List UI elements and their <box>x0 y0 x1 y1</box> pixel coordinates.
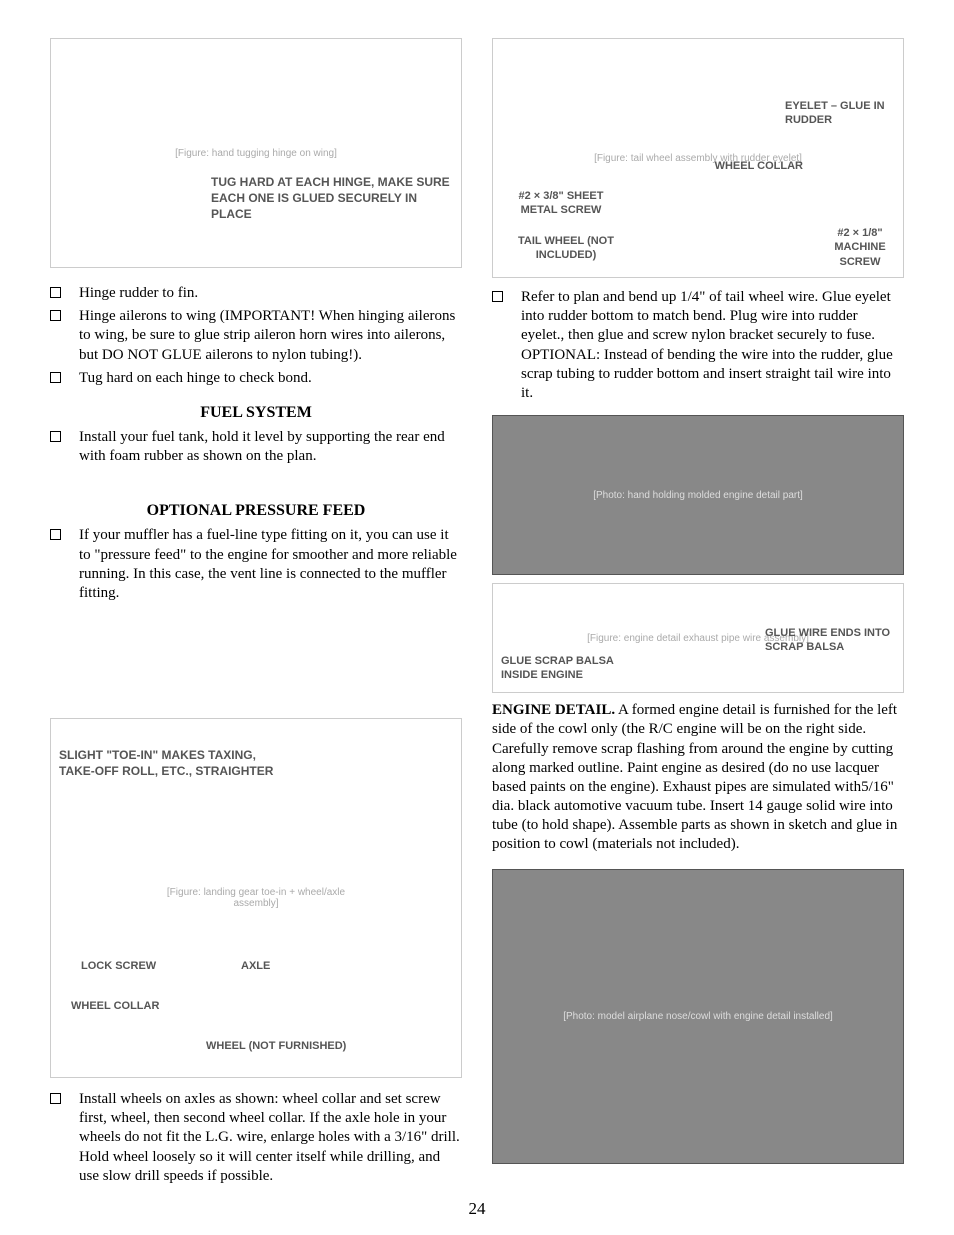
engine-detail-bold: ENGINE DETAIL. <box>492 702 615 718</box>
figure-label: WHEEL (NOT FURNISHED) <box>206 1039 346 1053</box>
checklist-item: Hinge ailerons to wing (IMPORTANT! When … <box>50 307 462 365</box>
heading-pressure-feed: OPTIONAL PRESSURE FEED <box>50 502 462 520</box>
checklist-item: Hinge rudder to fin. <box>50 284 462 303</box>
photo-engine-part: [Photo: hand holding molded engine detai… <box>492 415 904 575</box>
figure-label: TAIL WHEEL (NOT INCLUDED) <box>501 234 631 263</box>
checkbox-icon <box>50 310 61 321</box>
figure-hinge-tug: [Figure: hand tugging hinge on wing] TUG… <box>50 38 462 268</box>
checklist-item: Tug hard on each hinge to check bond. <box>50 369 462 388</box>
figure-label: LOCK SCREW <box>81 959 156 973</box>
checklist-item: Install your fuel tank, hold it level by… <box>50 428 462 466</box>
engine-detail-text: A formed engine detail is furnished for … <box>492 702 897 852</box>
figure-label: #2 × 3/8" SHEET METAL SCREW <box>501 189 621 218</box>
figure-label: AXLE <box>241 959 270 973</box>
checklist-text: If your muffler has a fuel-line type fit… <box>79 526 462 603</box>
checklist-item: Refer to plan and bend up 1/4" of tail w… <box>492 288 904 403</box>
checkbox-icon <box>492 291 503 302</box>
figure-placeholder: [Photo: model airplane nose/cowl with en… <box>563 1011 833 1022</box>
figure-label: #2 × 1/8" MACHINE SCREW <box>825 226 895 269</box>
figure-label: GLUE SCRAP BALSA INSIDE ENGINE <box>501 654 631 683</box>
checklist-text: Tug hard on each hinge to check bond. <box>79 369 462 388</box>
left-column: [Figure: hand tugging hinge on wing] TUG… <box>50 38 462 1188</box>
page-number: 24 <box>0 1199 954 1219</box>
figure-label: EYELET – GLUE IN RUDDER <box>785 99 895 128</box>
figure-label: WHEEL COLLAR <box>715 159 803 173</box>
checklist-item: Install wheels on axles as shown: wheel … <box>50 1090 462 1186</box>
photo-finished-cowl: [Photo: model airplane nose/cowl with en… <box>492 869 904 1164</box>
checklist-text: Install wheels on axles as shown: wheel … <box>79 1090 462 1186</box>
figure-landing-gear: SLIGHT "TOE-IN" MAKES TAXING, TAKE-OFF R… <box>50 718 462 1078</box>
figure-placeholder: [Photo: hand holding molded engine detai… <box>593 490 803 501</box>
checklist-text: Install your fuel tank, hold it level by… <box>79 428 462 466</box>
checklist-text: Hinge rudder to fin. <box>79 284 462 303</box>
figure-caption: TUG HARD AT EACH HINGE, MAKE SURE EACH O… <box>211 174 451 223</box>
figure-tail-wheel: EYELET – GLUE IN RUDDER WHEEL COLLAR #2 … <box>492 38 904 278</box>
checkbox-icon <box>50 1093 61 1104</box>
figure-label: WHEEL COLLAR <box>71 999 159 1013</box>
figure-label: GLUE WIRE ENDS INTO SCRAP BALSA <box>765 626 895 655</box>
checkbox-icon <box>50 431 61 442</box>
figure-placeholder: [Figure: hand tugging hinge on wing] <box>175 148 337 159</box>
two-column-layout: [Figure: hand tugging hinge on wing] TUG… <box>50 38 904 1188</box>
checklist-item: If your muffler has a fuel-line type fit… <box>50 526 462 603</box>
figure-engine-wire-detail: GLUE WIRE ENDS INTO SCRAP BALSA GLUE SCR… <box>492 583 904 693</box>
engine-detail-paragraph: ENGINE DETAIL. A formed engine detail is… <box>492 701 904 855</box>
checkbox-icon <box>50 529 61 540</box>
checklist-text: Refer to plan and bend up 1/4" of tail w… <box>521 288 904 403</box>
right-column: EYELET – GLUE IN RUDDER WHEEL COLLAR #2 … <box>492 38 904 1188</box>
heading-fuel-system: FUEL SYSTEM <box>50 404 462 422</box>
page: [Figure: hand tugging hinge on wing] TUG… <box>0 0 954 1235</box>
checkbox-icon <box>50 287 61 298</box>
checkbox-icon <box>50 372 61 383</box>
checklist-text: Hinge ailerons to wing (IMPORTANT! When … <box>79 307 462 365</box>
figure-label: SLIGHT "TOE-IN" MAKES TAXING, TAKE-OFF R… <box>59 747 279 779</box>
figure-placeholder: [Figure: landing gear toe-in + wheel/axl… <box>154 887 359 909</box>
